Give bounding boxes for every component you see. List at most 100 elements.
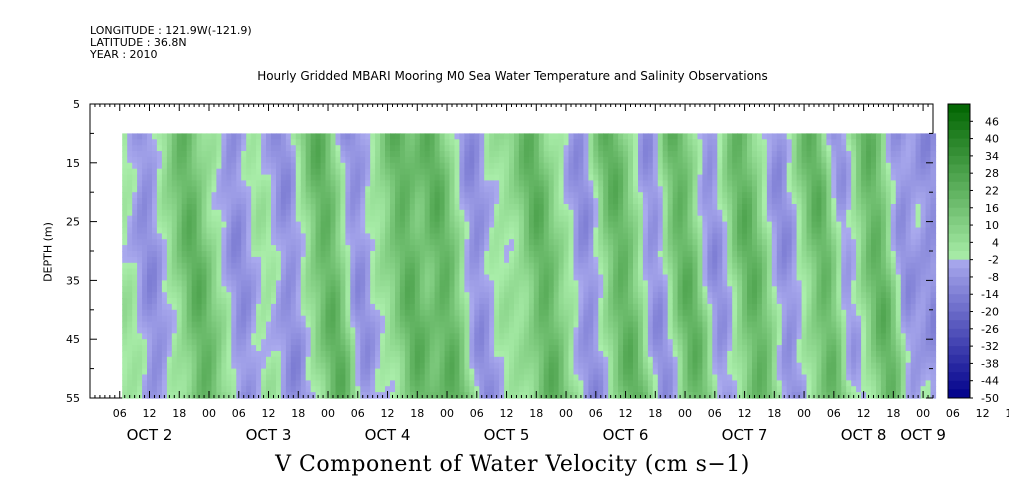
heatmap-cell (365, 286, 371, 293)
heatmap-cell (638, 174, 644, 182)
heatmap-cell (276, 133, 282, 140)
heatmap-cell (221, 209, 227, 217)
heatmap-cell (211, 209, 218, 217)
heatmap-cell (454, 368, 461, 376)
heatmap-cell (509, 198, 515, 205)
heatmap-cell (514, 374, 520, 381)
heatmap-cell (593, 262, 599, 270)
heatmap-cell (335, 151, 342, 158)
heatmap-cell (221, 168, 227, 176)
heatmap-cell (573, 309, 580, 317)
heatmap-cell (553, 368, 560, 376)
heatmap-cell (509, 362, 515, 370)
heatmap-cell (211, 298, 218, 305)
heatmap-cell (280, 221, 287, 229)
heatmap-cell (365, 356, 371, 364)
heatmap-cell (142, 309, 148, 317)
heatmap-cell (563, 256, 570, 264)
heatmap-cell (459, 345, 465, 352)
heatmap-cell (424, 215, 431, 223)
heatmap-cell (236, 151, 242, 158)
heatmap-cell (434, 339, 441, 346)
heatmap-cell (409, 333, 416, 340)
heatmap-cell (226, 133, 232, 140)
heatmap-cell (578, 156, 584, 164)
heatmap-cell (613, 256, 619, 264)
heatmap-cell (137, 303, 143, 311)
heatmap-cell (127, 156, 133, 164)
heatmap-cell (439, 368, 446, 376)
heatmap-cell (300, 303, 307, 311)
heatmap-cell (578, 256, 584, 264)
heatmap-cell (633, 268, 639, 276)
heatmap-cell (355, 351, 361, 358)
heatmap-cell (528, 356, 535, 364)
heatmap-cell (642, 227, 649, 234)
heatmap-cell (538, 145, 545, 152)
heatmap-cell (642, 156, 649, 164)
heatmap-cell (598, 204, 604, 211)
heatmap-cell (211, 333, 218, 340)
heatmap-cell (414, 345, 421, 352)
heatmap-cell (623, 221, 629, 229)
heatmap-cell (241, 168, 247, 176)
heatmap-cell (588, 374, 594, 381)
heatmap-cell (355, 280, 361, 287)
heatmap-cell (295, 374, 302, 381)
heatmap-cell (305, 239, 312, 246)
heatmap-cell (156, 286, 163, 293)
heatmap-cell (603, 198, 609, 205)
heatmap-cell (538, 139, 545, 146)
heatmap-cell (380, 386, 386, 393)
heatmap-cell (251, 309, 257, 317)
heatmap-cell (221, 380, 227, 387)
heatmap-cell (578, 227, 584, 234)
heatmap-cell (186, 174, 193, 182)
heatmap-cell (390, 339, 396, 346)
heatmap-cell (171, 321, 178, 329)
heatmap-cell (588, 292, 594, 299)
heatmap-cell (345, 133, 351, 140)
heatmap-cell (295, 251, 302, 258)
heatmap-cell (206, 251, 213, 258)
heatmap-cell (563, 286, 570, 293)
heatmap-cell (578, 380, 584, 387)
heatmap-cell (434, 374, 441, 381)
heatmap-cell (618, 356, 624, 364)
heatmap-cell (320, 339, 327, 346)
heatmap-cell (399, 221, 406, 229)
heatmap-cell (538, 268, 545, 276)
heatmap-cell (578, 298, 584, 305)
heatmap-cell (221, 256, 227, 264)
heatmap-cell (156, 309, 163, 317)
heatmap-cell (380, 227, 386, 234)
heatmap-cell (518, 174, 525, 182)
heatmap-cell (419, 380, 426, 387)
heatmap-cell (633, 303, 639, 311)
heatmap-cell (147, 198, 153, 205)
heatmap-cell (152, 386, 158, 393)
heatmap-cell (380, 315, 386, 323)
heatmap-cell (256, 174, 262, 182)
heatmap-cell (588, 362, 594, 370)
heatmap-cell (667, 268, 674, 276)
heatmap-cell (573, 174, 580, 182)
heatmap-cell (667, 256, 674, 264)
heatmap-cell (642, 362, 649, 370)
heatmap-cell (375, 356, 381, 364)
heatmap-cell (419, 256, 426, 264)
heatmap-cell (375, 256, 381, 264)
heatmap-cell (201, 227, 208, 234)
heatmap-cell (628, 298, 634, 305)
heatmap-cell (603, 162, 609, 170)
heatmap-cell (593, 209, 599, 217)
heatmap-cell (623, 386, 629, 393)
heatmap-cell (662, 356, 669, 364)
heatmap-cell (330, 315, 337, 323)
heatmap-cell (166, 345, 173, 352)
heatmap-cell (548, 315, 555, 323)
heatmap-cell (330, 168, 337, 176)
heatmap-cell (181, 292, 188, 299)
heatmap-cell (623, 168, 629, 176)
heatmap-cell (578, 345, 584, 352)
